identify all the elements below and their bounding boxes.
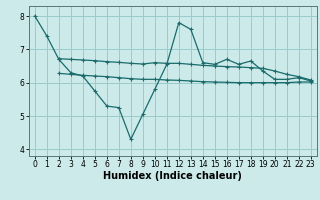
X-axis label: Humidex (Indice chaleur): Humidex (Indice chaleur) bbox=[103, 171, 242, 181]
